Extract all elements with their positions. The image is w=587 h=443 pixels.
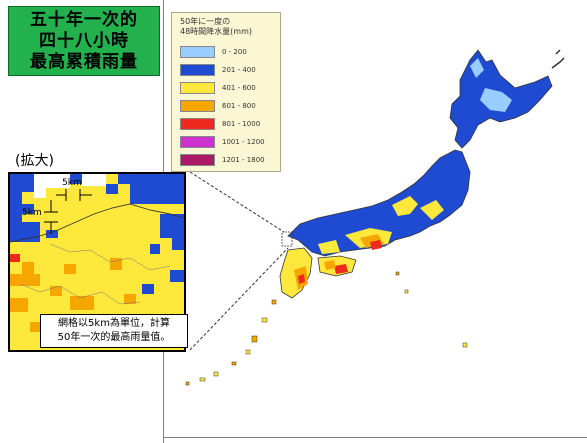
hokkaido-light-area	[480, 88, 512, 112]
title-line-3: 最高累積雨量	[30, 51, 138, 72]
legend-label-2: 401 - 600	[222, 84, 256, 92]
scale-horizontal-label: 5km	[62, 178, 82, 188]
legend-item-4: 801 - 1000	[180, 118, 260, 130]
legend-swatch-3	[180, 100, 215, 112]
zoom-note-line-1: 網格以5km為單位，計算	[58, 318, 170, 329]
island-4	[245, 349, 251, 355]
honshu-yellow-1	[392, 196, 418, 216]
zoom-note: 網格以5km為單位，計算 50年一次的最高雨量值。	[40, 314, 188, 348]
legend-title-line-2: 48時間降水量(mm)	[180, 27, 253, 36]
scale-vertical-marker	[44, 200, 58, 234]
island-5	[231, 361, 237, 366]
callout-line-top	[189, 171, 285, 233]
kuril-islands	[551, 49, 565, 69]
island-6	[213, 371, 219, 377]
scale-horizontal-marker	[56, 189, 92, 201]
legend-item-5: 1001 - 1200	[180, 136, 265, 148]
legend-swatch-5	[180, 136, 215, 148]
legend-label-5: 1001 - 1200	[222, 138, 265, 146]
legend: 50年に一度の 48時間降水量(mm) 0 - 200 201 - 400 40…	[171, 12, 281, 172]
island-2	[261, 317, 268, 323]
legend-swatch-0	[180, 46, 215, 58]
title-line-1: 五十年一次的	[30, 9, 138, 30]
scale-vertical-label: 5km	[22, 208, 42, 218]
legend-item-6: 1201 - 1800	[180, 154, 265, 166]
zoom-note-line-2: 50年一次的最高雨量值。	[57, 332, 171, 343]
legend-title-line-1: 50年に一度の	[180, 17, 231, 26]
legend-label-6: 1201 - 1800	[222, 156, 265, 164]
honshu-yellow-2	[420, 200, 444, 220]
legend-swatch-6	[180, 154, 215, 166]
legend-swatch-4	[180, 118, 215, 130]
honshu	[287, 149, 471, 257]
callout-target	[281, 231, 293, 247]
legend-label-0: 0 - 200	[222, 48, 247, 56]
map-frame-bottom-border	[163, 437, 587, 438]
legend-item-2: 401 - 600	[180, 82, 256, 94]
title-line-2: 四十八小時	[39, 30, 129, 51]
legend-swatch-2	[180, 82, 215, 94]
hokkaido-light-area-2	[470, 58, 484, 78]
island-1	[271, 299, 277, 305]
callout-line-bottom	[189, 247, 289, 351]
island-7	[199, 377, 206, 382]
legend-item-3: 601 - 800	[180, 100, 256, 112]
legend-label-1: 201 - 400	[222, 66, 256, 74]
legend-item-1: 201 - 400	[180, 64, 256, 76]
shikoku-red	[334, 264, 348, 274]
island-3	[251, 335, 258, 343]
island-11	[404, 289, 409, 294]
japan-rainfall-map	[185, 49, 565, 386]
island-10	[395, 271, 400, 276]
legend-label-4: 801 - 1000	[222, 120, 261, 128]
legend-swatch-1	[180, 64, 215, 76]
honshu-yellow-4	[318, 240, 340, 254]
island-9	[462, 342, 468, 348]
kyushu-red	[298, 274, 305, 284]
honshu-red-1	[370, 240, 382, 250]
zoom-inset-grid	[10, 174, 184, 350]
title-box: 五十年一次的 四十八小時 最高累積雨量	[8, 6, 160, 76]
island-8	[185, 381, 190, 386]
legend-label-3: 601 - 800	[222, 102, 256, 110]
shikoku-orange	[324, 260, 336, 270]
zoom-label: (拡大)	[15, 153, 54, 169]
legend-item-0: 0 - 200	[180, 46, 247, 58]
